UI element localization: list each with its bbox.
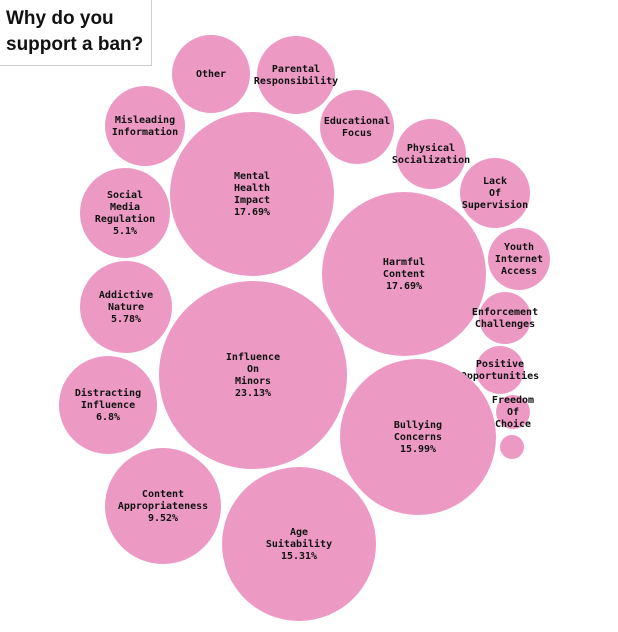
bubble-circle xyxy=(80,261,172,353)
bubble-circle xyxy=(320,90,394,164)
bubble-category-label: Harmful xyxy=(383,257,425,268)
bubble-circle xyxy=(159,281,347,469)
bubble-category-label: Access xyxy=(501,266,537,277)
bubble-circle xyxy=(488,228,550,290)
bubble-category-label: Positive xyxy=(476,358,524,370)
bubble-category-label: Nature xyxy=(108,302,144,313)
bubble-circle xyxy=(476,346,524,394)
bubble-circle xyxy=(340,359,496,515)
bubble-category-label: Responsibility xyxy=(254,75,338,87)
bubble-category-label: Challenges xyxy=(475,319,535,330)
bubble-category-label: Of xyxy=(489,188,501,199)
bubble-category-label: Distracting xyxy=(75,387,141,399)
bubble-category-label: Minors xyxy=(235,375,271,387)
bubble-circle xyxy=(80,168,170,258)
bubble-category-label: Of xyxy=(507,407,519,418)
bubble-category-label: Internet xyxy=(495,254,543,265)
bubble-category-label: Choice xyxy=(495,418,531,430)
chart-title: Why do you support a ban? xyxy=(0,0,152,66)
bubble-category-label: Lack xyxy=(483,176,507,187)
bubble-category-label: Content xyxy=(383,269,425,280)
bubble-category-label: Misleading xyxy=(115,114,175,126)
bubble-category-label: Focus xyxy=(342,128,372,139)
bubble-value-label: 9.52% xyxy=(148,513,178,524)
bubble-category-label: Influence xyxy=(81,400,135,411)
bubble-circle xyxy=(222,467,376,621)
bubble-circle xyxy=(396,119,466,189)
bubble-value-label: 17.69% xyxy=(234,207,270,218)
bubble-category-label: Supervision xyxy=(462,199,528,211)
bubble-category-label: Parental xyxy=(272,64,320,75)
bubble-value-label: 15.99% xyxy=(400,444,436,455)
bubble-category-label: Educational xyxy=(324,115,390,127)
bubble-category-label: Socialization xyxy=(392,154,470,166)
bubble-category-label: Suitability xyxy=(266,538,332,550)
bubble-category-label: Bullying xyxy=(394,419,442,431)
bubble-value-label: 23.13% xyxy=(235,388,271,399)
bubble-category-label: Content xyxy=(142,489,184,500)
bubble-value-label: 5.78% xyxy=(111,314,141,325)
bubble-category-label: Mental xyxy=(234,171,270,182)
bubble-circle xyxy=(479,292,531,344)
bubble-circle xyxy=(172,35,250,113)
bubble-circle xyxy=(257,36,335,114)
bubble-category-label: Other xyxy=(196,69,226,80)
bubble-category-label: Health xyxy=(234,183,270,194)
bubble-category-label: Opportunities xyxy=(461,370,539,382)
bubble-circle xyxy=(460,158,530,228)
bubble-category-label: Regulation xyxy=(95,213,155,225)
bubble-category-label: Enforcement xyxy=(472,307,538,318)
bubble-category-label: Physical xyxy=(407,142,455,154)
bubble-category-label: Media xyxy=(110,201,140,213)
bubble-category-label: Freedom xyxy=(492,395,534,406)
bubble-category-label: Appropriateness xyxy=(118,500,208,512)
bubble-category-label: Concerns xyxy=(394,432,442,443)
bubble-circle xyxy=(322,192,486,356)
bubble-value-label: 17.69% xyxy=(386,281,422,292)
bubble-category-label: Addictive xyxy=(99,289,153,301)
bubble-value-label: 15.31% xyxy=(281,551,317,562)
bubble-category-label: Impact xyxy=(234,195,270,206)
bubble-category-label: Youth xyxy=(504,242,534,253)
bubble-category-label: Information xyxy=(112,126,178,138)
bubble-circle xyxy=(500,435,524,459)
bubble-category-label: Social xyxy=(107,189,143,201)
bubble-0: Other xyxy=(172,35,250,113)
bubble-circle xyxy=(105,448,221,564)
bubble-circle xyxy=(105,86,185,166)
bubble-circle xyxy=(170,112,334,276)
bubble-circle xyxy=(59,356,157,454)
bubble-value-label: 6.8% xyxy=(96,412,120,423)
bubble-17 xyxy=(500,435,524,459)
bubble-category-label: Age xyxy=(290,527,308,538)
bubble-value-label: 5.1% xyxy=(113,226,137,237)
bubble-category-label: On xyxy=(247,364,259,375)
bubble-circle xyxy=(496,395,530,429)
bubble-category-label: Influence xyxy=(226,352,280,363)
